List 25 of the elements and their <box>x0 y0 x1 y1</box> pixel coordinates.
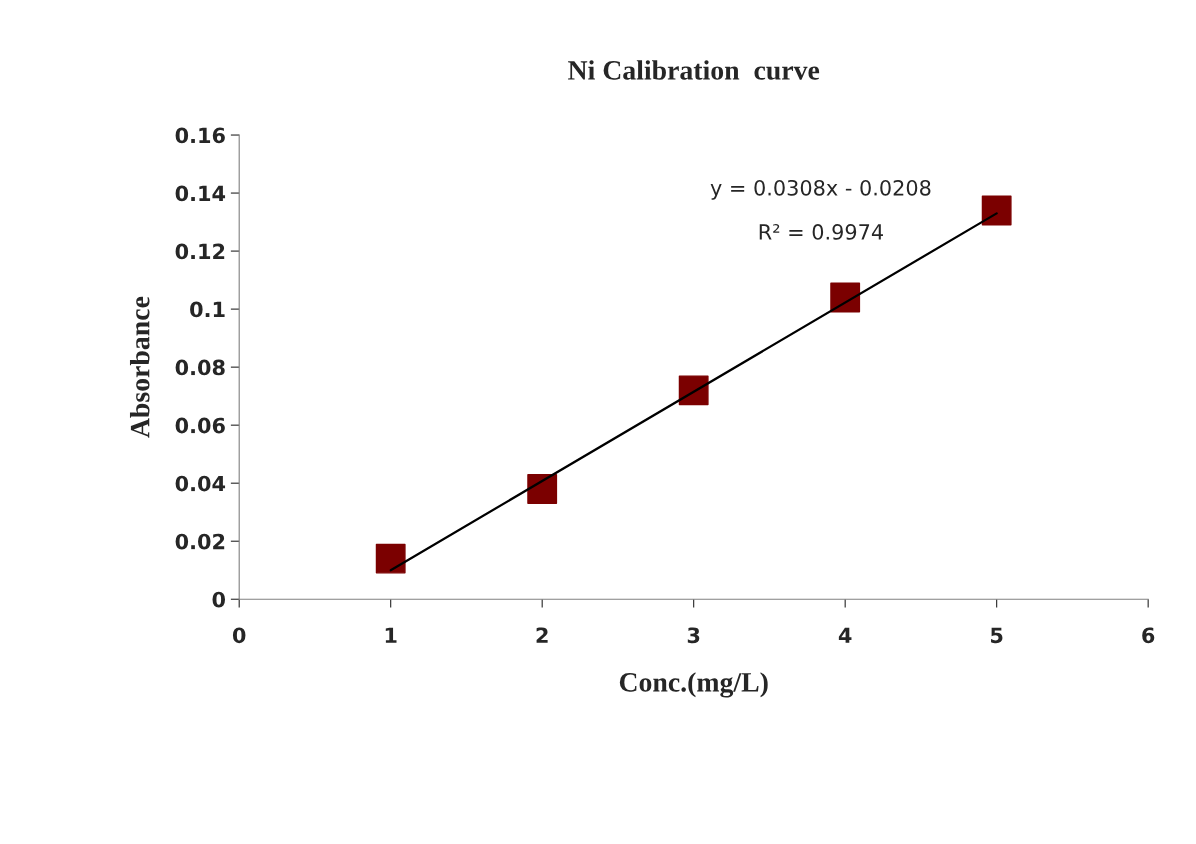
y-axis-title: Absorbance <box>129 296 150 438</box>
point <box>678 375 709 406</box>
y-tick-label: 0.1 <box>190 301 225 318</box>
chart-title: Ni Calibration curve <box>568 60 820 80</box>
annotation: R² = 0.9974 <box>759 224 883 240</box>
x-tick-label: 2 <box>536 627 548 643</box>
point <box>981 195 1012 226</box>
y-tick-label: 0.12 <box>175 243 225 260</box>
y-tick-label: 0.16 <box>175 127 225 144</box>
x-tick-label: 0 <box>232 627 246 644</box>
y-tick-label: 0.04 <box>175 475 226 492</box>
point <box>375 543 406 574</box>
x-axis-title: Conc.(mg/L) <box>619 672 768 698</box>
y-tick-label: 0.08 <box>175 359 225 376</box>
x-tick-label: 5 <box>991 627 1003 644</box>
annotation: y = 0.0308x - 0.0208 <box>710 179 931 200</box>
y-tick-label: 0.02 <box>175 533 225 550</box>
y-tick-label: 0.14 <box>175 185 226 202</box>
x-tick-label: 4 <box>838 627 852 643</box>
y-tick-label: 0.06 <box>175 417 225 434</box>
y-tick-label: 0 <box>212 591 226 608</box>
point <box>527 474 558 504</box>
x-tick-label: 6 <box>1142 627 1155 644</box>
x-tick-label: 3 <box>687 627 700 644</box>
x-tick-label: 1 <box>385 627 397 643</box>
